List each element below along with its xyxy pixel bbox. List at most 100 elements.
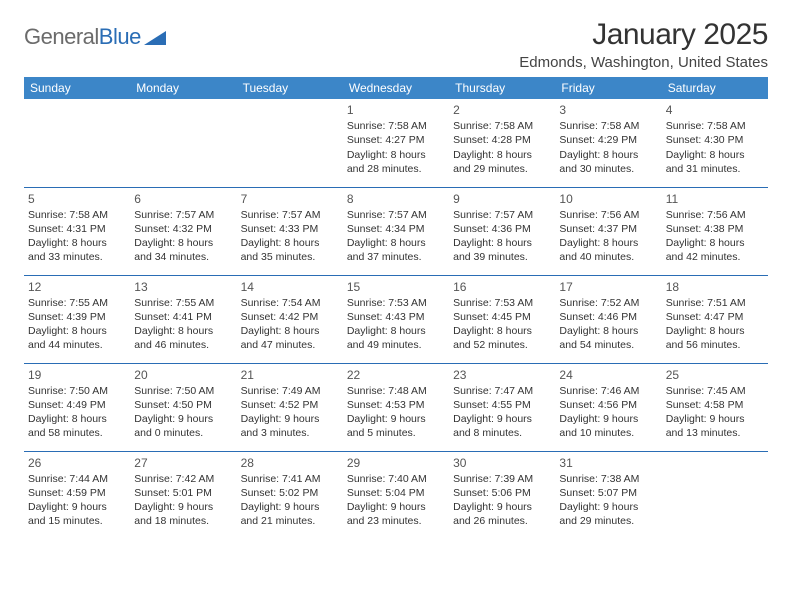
- sunset-line: Sunset: 4:56 PM: [559, 398, 657, 412]
- day-cell-27: 27Sunrise: 7:42 AMSunset: 5:01 PMDayligh…: [130, 451, 236, 539]
- day-cell-14: 14Sunrise: 7:54 AMSunset: 4:42 PMDayligh…: [237, 275, 343, 363]
- day-number: 26: [28, 455, 126, 471]
- sunset-line: Sunset: 4:31 PM: [28, 222, 126, 236]
- day-header-tuesday: Tuesday: [237, 77, 343, 99]
- day-cell-26: 26Sunrise: 7:44 AMSunset: 4:59 PMDayligh…: [24, 451, 130, 539]
- sunrise-line: Sunrise: 7:53 AM: [347, 296, 445, 310]
- day-cell-6: 6Sunrise: 7:57 AMSunset: 4:32 PMDaylight…: [130, 187, 236, 275]
- daylight-line: Daylight: 8 hours and 58 minutes.: [28, 412, 126, 440]
- day-cell-11: 11Sunrise: 7:56 AMSunset: 4:38 PMDayligh…: [662, 187, 768, 275]
- daylight-line: Daylight: 8 hours and 54 minutes.: [559, 324, 657, 352]
- day-cell-7: 7Sunrise: 7:57 AMSunset: 4:33 PMDaylight…: [237, 187, 343, 275]
- day-number: 12: [28, 279, 126, 295]
- daylight-line: Daylight: 8 hours and 56 minutes.: [666, 324, 764, 352]
- day-cell-13: 13Sunrise: 7:55 AMSunset: 4:41 PMDayligh…: [130, 275, 236, 363]
- day-cell-30: 30Sunrise: 7:39 AMSunset: 5:06 PMDayligh…: [449, 451, 555, 539]
- sunset-line: Sunset: 4:34 PM: [347, 222, 445, 236]
- day-number: 6: [134, 191, 232, 207]
- sunset-line: Sunset: 4:38 PM: [666, 222, 764, 236]
- day-header-row: SundayMondayTuesdayWednesdayThursdayFrid…: [24, 77, 768, 99]
- daylight-line: Daylight: 9 hours and 21 minutes.: [241, 500, 339, 528]
- daylight-line: Daylight: 9 hours and 23 minutes.: [347, 500, 445, 528]
- sunrise-line: Sunrise: 7:58 AM: [453, 119, 551, 133]
- daylight-line: Daylight: 8 hours and 52 minutes.: [453, 324, 551, 352]
- sunrise-line: Sunrise: 7:53 AM: [453, 296, 551, 310]
- logo: GeneralBlue: [24, 18, 166, 50]
- sunrise-line: Sunrise: 7:49 AM: [241, 384, 339, 398]
- logo-triangle-icon: [144, 29, 166, 45]
- day-number: 9: [453, 191, 551, 207]
- day-cell-22: 22Sunrise: 7:48 AMSunset: 4:53 PMDayligh…: [343, 363, 449, 451]
- sunrise-line: Sunrise: 7:57 AM: [347, 208, 445, 222]
- sunrise-line: Sunrise: 7:58 AM: [666, 119, 764, 133]
- day-cell-5: 5Sunrise: 7:58 AMSunset: 4:31 PMDaylight…: [24, 187, 130, 275]
- sunset-line: Sunset: 4:41 PM: [134, 310, 232, 324]
- sunrise-line: Sunrise: 7:51 AM: [666, 296, 764, 310]
- day-header-sunday: Sunday: [24, 77, 130, 99]
- daylight-line: Daylight: 9 hours and 26 minutes.: [453, 500, 551, 528]
- sunset-line: Sunset: 5:07 PM: [559, 486, 657, 500]
- sunset-line: Sunset: 4:33 PM: [241, 222, 339, 236]
- daylight-line: Daylight: 8 hours and 31 minutes.: [666, 148, 764, 176]
- sunset-line: Sunset: 4:45 PM: [453, 310, 551, 324]
- daylight-line: Daylight: 8 hours and 30 minutes.: [559, 148, 657, 176]
- day-number: 22: [347, 367, 445, 383]
- daylight-line: Daylight: 8 hours and 37 minutes.: [347, 236, 445, 264]
- sunset-line: Sunset: 4:27 PM: [347, 133, 445, 147]
- day-number: 19: [28, 367, 126, 383]
- sunset-line: Sunset: 5:01 PM: [134, 486, 232, 500]
- daylight-line: Daylight: 9 hours and 18 minutes.: [134, 500, 232, 528]
- table-row: 5Sunrise: 7:58 AMSunset: 4:31 PMDaylight…: [24, 187, 768, 275]
- sunrise-line: Sunrise: 7:52 AM: [559, 296, 657, 310]
- sunrise-line: Sunrise: 7:56 AM: [666, 208, 764, 222]
- sunrise-line: Sunrise: 7:58 AM: [347, 119, 445, 133]
- day-cell-21: 21Sunrise: 7:49 AMSunset: 4:52 PMDayligh…: [237, 363, 343, 451]
- day-cell-23: 23Sunrise: 7:47 AMSunset: 4:55 PMDayligh…: [449, 363, 555, 451]
- title-block: January 2025 Edmonds, Washington, United…: [519, 18, 768, 71]
- sunset-line: Sunset: 4:58 PM: [666, 398, 764, 412]
- sunset-line: Sunset: 5:06 PM: [453, 486, 551, 500]
- sunrise-line: Sunrise: 7:58 AM: [28, 208, 126, 222]
- daylight-line: Daylight: 8 hours and 42 minutes.: [666, 236, 764, 264]
- day-number: 11: [666, 191, 764, 207]
- sunrise-line: Sunrise: 7:57 AM: [134, 208, 232, 222]
- day-number: 23: [453, 367, 551, 383]
- day-cell-15: 15Sunrise: 7:53 AMSunset: 4:43 PMDayligh…: [343, 275, 449, 363]
- daylight-line: Daylight: 8 hours and 34 minutes.: [134, 236, 232, 264]
- daylight-line: Daylight: 8 hours and 28 minutes.: [347, 148, 445, 176]
- sunrise-line: Sunrise: 7:54 AM: [241, 296, 339, 310]
- sunrise-line: Sunrise: 7:57 AM: [453, 208, 551, 222]
- sunset-line: Sunset: 4:39 PM: [28, 310, 126, 324]
- day-cell-31: 31Sunrise: 7:38 AMSunset: 5:07 PMDayligh…: [555, 451, 661, 539]
- day-number: 21: [241, 367, 339, 383]
- day-cell-29: 29Sunrise: 7:40 AMSunset: 5:04 PMDayligh…: [343, 451, 449, 539]
- day-cell-3: 3Sunrise: 7:58 AMSunset: 4:29 PMDaylight…: [555, 99, 661, 187]
- sunrise-line: Sunrise: 7:41 AM: [241, 472, 339, 486]
- day-number: 1: [347, 102, 445, 118]
- sunrise-line: Sunrise: 7:50 AM: [134, 384, 232, 398]
- day-number: 27: [134, 455, 232, 471]
- daylight-line: Daylight: 9 hours and 13 minutes.: [666, 412, 764, 440]
- sunset-line: Sunset: 4:53 PM: [347, 398, 445, 412]
- day-cell-24: 24Sunrise: 7:46 AMSunset: 4:56 PMDayligh…: [555, 363, 661, 451]
- month-title: January 2025: [519, 18, 768, 52]
- sunset-line: Sunset: 4:49 PM: [28, 398, 126, 412]
- sunrise-line: Sunrise: 7:48 AM: [347, 384, 445, 398]
- day-header-thursday: Thursday: [449, 77, 555, 99]
- daylight-line: Daylight: 8 hours and 49 minutes.: [347, 324, 445, 352]
- day-number: 2: [453, 102, 551, 118]
- calendar-page: GeneralBlue January 2025 Edmonds, Washin…: [0, 0, 792, 539]
- sunrise-line: Sunrise: 7:55 AM: [28, 296, 126, 310]
- daylight-line: Daylight: 8 hours and 33 minutes.: [28, 236, 126, 264]
- day-cell-12: 12Sunrise: 7:55 AMSunset: 4:39 PMDayligh…: [24, 275, 130, 363]
- sunset-line: Sunset: 4:46 PM: [559, 310, 657, 324]
- sunrise-line: Sunrise: 7:56 AM: [559, 208, 657, 222]
- day-number: 16: [453, 279, 551, 295]
- day-number: 30: [453, 455, 551, 471]
- table-row: 1Sunrise: 7:58 AMSunset: 4:27 PMDaylight…: [24, 99, 768, 187]
- daylight-line: Daylight: 8 hours and 46 minutes.: [134, 324, 232, 352]
- day-header-wednesday: Wednesday: [343, 77, 449, 99]
- sunset-line: Sunset: 4:42 PM: [241, 310, 339, 324]
- daylight-line: Daylight: 8 hours and 35 minutes.: [241, 236, 339, 264]
- sunset-line: Sunset: 4:30 PM: [666, 133, 764, 147]
